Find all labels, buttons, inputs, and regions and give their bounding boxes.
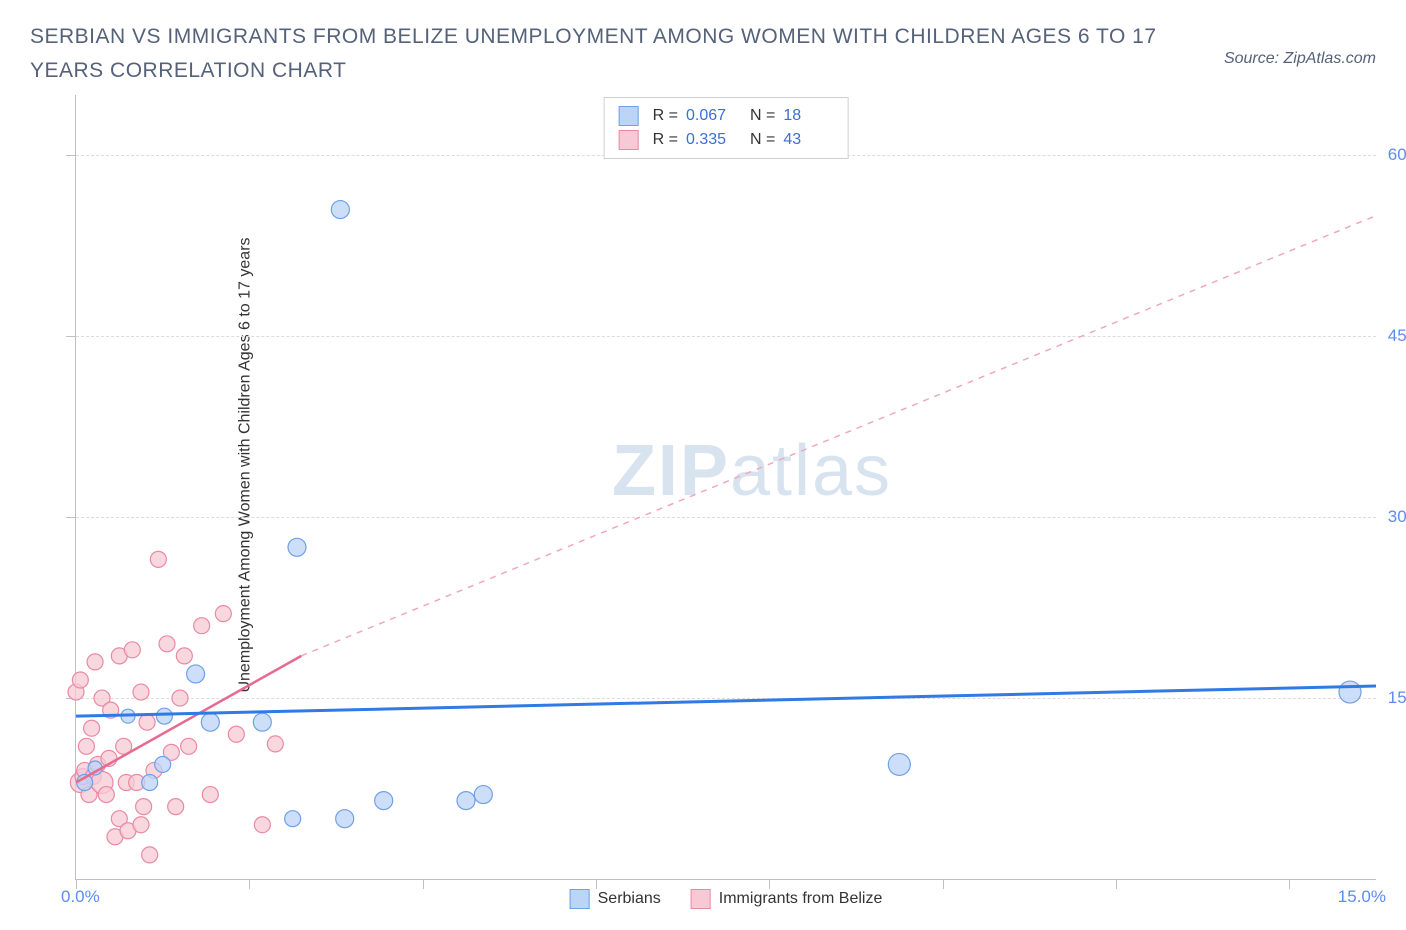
legend-item-serbians: Serbians xyxy=(570,889,661,909)
point-belize xyxy=(172,690,188,706)
point-belize xyxy=(139,714,155,730)
point-serbians xyxy=(336,810,354,828)
legend-label-belize: Immigrants from Belize xyxy=(719,890,883,908)
point-belize xyxy=(78,738,94,754)
point-belize xyxy=(215,606,231,622)
x-tick xyxy=(596,879,597,889)
x-axis-min-label: 0.0% xyxy=(61,887,100,907)
regression-line xyxy=(301,216,1376,656)
point-serbians xyxy=(1339,681,1361,703)
point-belize xyxy=(87,654,103,670)
point-belize xyxy=(124,642,140,658)
point-belize xyxy=(142,847,158,863)
chart-title: SERBIAN VS IMMIGRANTS FROM BELIZE UNEMPL… xyxy=(30,20,1180,87)
point-belize xyxy=(176,648,192,664)
point-belize xyxy=(194,618,210,634)
point-serbians xyxy=(285,811,301,827)
point-belize xyxy=(136,799,152,815)
legend-item-belize: Immigrants from Belize xyxy=(691,889,883,909)
point-serbians xyxy=(253,713,271,731)
r-value-serbians: 0.067 xyxy=(686,107,736,125)
y-tick-label: 60.0% xyxy=(1388,145,1406,165)
point-serbians xyxy=(375,792,393,810)
swatch-belize xyxy=(619,130,639,150)
n-value-serbians: 18 xyxy=(783,107,833,125)
y-tick xyxy=(66,517,76,518)
x-axis-max-label: 15.0% xyxy=(1338,887,1386,907)
x-tick xyxy=(1116,879,1117,889)
point-belize xyxy=(84,720,100,736)
point-belize xyxy=(133,684,149,700)
stats-legend: R = 0.067 N = 18 R = 0.335 N = 43 xyxy=(604,97,849,159)
x-tick xyxy=(943,879,944,889)
chart-plot-area: ZIPatlas R = 0.067 N = 18 R = 0.335 N = … xyxy=(75,95,1376,880)
point-belize xyxy=(181,738,197,754)
y-tick xyxy=(66,155,76,156)
x-tick xyxy=(769,879,770,889)
swatch-serbians-bottom xyxy=(570,889,590,909)
x-tick xyxy=(249,879,250,889)
point-serbians xyxy=(187,665,205,683)
point-serbians xyxy=(142,775,158,791)
x-tick xyxy=(1289,879,1290,889)
point-belize xyxy=(254,817,270,833)
scatter-plot-svg xyxy=(76,95,1376,879)
point-serbians xyxy=(474,786,492,804)
point-belize xyxy=(202,787,218,803)
n-value-belize: 43 xyxy=(783,131,833,149)
point-belize xyxy=(150,551,166,567)
source-label: Source: ZipAtlas.com xyxy=(1224,50,1376,68)
point-serbians xyxy=(331,201,349,219)
legend-label-serbians: Serbians xyxy=(598,890,661,908)
stats-row-serbians: R = 0.067 N = 18 xyxy=(619,104,834,128)
x-tick xyxy=(76,879,77,889)
r-value-belize: 0.335 xyxy=(686,131,736,149)
point-belize xyxy=(267,736,283,752)
point-serbians xyxy=(888,753,910,775)
swatch-serbians xyxy=(619,106,639,126)
point-belize xyxy=(168,799,184,815)
regression-line xyxy=(76,686,1376,716)
point-serbians xyxy=(201,713,219,731)
x-tick xyxy=(423,879,424,889)
y-tick-label: 30.0% xyxy=(1388,507,1406,527)
series-legend: Serbians Immigrants from Belize xyxy=(570,889,883,909)
stats-row-belize: R = 0.335 N = 43 xyxy=(619,128,834,152)
y-tick-label: 15.0% xyxy=(1388,688,1406,708)
point-serbians xyxy=(457,792,475,810)
point-serbians xyxy=(288,538,306,556)
y-tick xyxy=(66,336,76,337)
point-belize xyxy=(72,672,88,688)
swatch-belize-bottom xyxy=(691,889,711,909)
point-belize xyxy=(159,636,175,652)
point-serbians xyxy=(155,756,171,772)
point-belize xyxy=(228,726,244,742)
point-belize xyxy=(98,787,114,803)
y-tick-label: 45.0% xyxy=(1388,326,1406,346)
point-serbians xyxy=(156,708,172,724)
point-belize xyxy=(133,817,149,833)
